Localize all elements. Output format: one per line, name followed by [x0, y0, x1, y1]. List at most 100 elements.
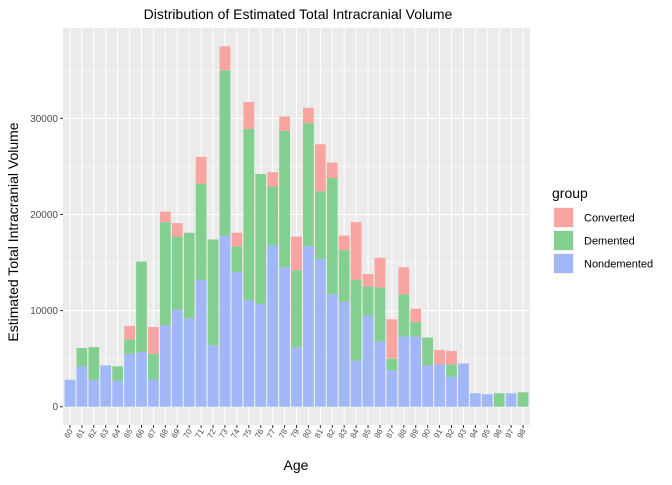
legend-swatch-converted [554, 208, 573, 227]
bar-nondemented-68 [159, 325, 171, 407]
x-tick-label: 70 [182, 427, 195, 440]
x-tick-label: 81 [313, 427, 326, 440]
bar-demented-70 [183, 232, 195, 319]
bar-demented-86 [374, 287, 386, 342]
y-axis-label: Estimated Total Intracranial Volume [5, 122, 21, 341]
x-tick-label: 97 [504, 427, 517, 440]
x-tick-label: 80 [301, 427, 314, 440]
bar-converted-83 [338, 235, 350, 251]
bar-nondemented-87 [386, 370, 398, 407]
bar-nondemented-93 [458, 363, 469, 407]
bar-nondemented-62 [88, 379, 100, 407]
x-tick-label: 83 [337, 427, 350, 440]
bar-demented-81 [314, 191, 326, 259]
bar-demented-89 [410, 322, 422, 337]
legend-title: group [552, 185, 588, 201]
y-tick-label: 10000 [30, 306, 58, 317]
x-tick-label: 69 [170, 427, 183, 440]
bar-demented-90 [422, 337, 434, 366]
x-tick-label: 88 [396, 427, 409, 440]
bar-demented-68 [159, 222, 171, 326]
bar-nondemented-92 [446, 376, 457, 407]
bar-nondemented-69 [171, 309, 183, 407]
bar-converted-73 [219, 46, 231, 71]
x-tick-label: 76 [253, 427, 266, 440]
x-tick-label: 78 [277, 427, 290, 440]
bar-nondemented-91 [434, 364, 445, 407]
bar-converted-71 [195, 156, 207, 184]
bar-nondemented-80 [303, 246, 314, 407]
bar-converted-65 [124, 325, 135, 340]
bar-nondemented-78 [279, 267, 290, 407]
bar-converted-67 [148, 326, 159, 354]
bar-demented-75 [243, 128, 255, 301]
x-tick-label: 74 [229, 427, 242, 440]
x-tick-label: 77 [265, 427, 278, 440]
bar-demented-64 [112, 366, 124, 381]
bar-nondemented-67 [148, 379, 159, 407]
x-tick-label: 90 [420, 427, 433, 440]
bar-converted-89 [410, 308, 422, 323]
bar-demented-77 [267, 186, 279, 246]
x-tick-label: 86 [372, 427, 385, 440]
bar-demented-78 [279, 130, 290, 268]
bar-demented-67 [148, 353, 159, 380]
bar-demented-87 [386, 358, 398, 371]
bar-demented-80 [303, 123, 314, 247]
x-tick-label: 82 [325, 427, 338, 440]
bar-nondemented-66 [136, 351, 147, 407]
x-tick-label: 62 [86, 427, 99, 440]
x-tick-label: 67 [146, 427, 159, 440]
x-tick-label: 93 [456, 427, 469, 440]
x-tick-label: 91 [432, 427, 445, 440]
bar-converted-78 [279, 116, 290, 131]
legend-swatch-demented [554, 231, 573, 250]
bar-converted-80 [303, 107, 314, 124]
bar-nondemented-74 [231, 272, 243, 407]
legend: group Converted Demented Nondemented [552, 185, 653, 274]
bar-nondemented-76 [255, 303, 267, 407]
y-tick-label: 30000 [30, 114, 58, 125]
legend-swatch-nondemented [554, 254, 573, 273]
bar-demented-88 [398, 294, 410, 337]
bar-converted-88 [398, 267, 410, 295]
legend-label-converted: Converted [584, 213, 635, 225]
x-tick-label: 89 [408, 427, 421, 440]
x-tick-label: 65 [122, 427, 135, 440]
bar-nondemented-97 [505, 393, 517, 407]
bar-demented-98 [517, 392, 529, 407]
bar-nondemented-60 [64, 379, 76, 407]
bar-demented-61 [76, 348, 88, 367]
bar-demented-69 [171, 236, 183, 310]
x-tick-label: 60 [62, 427, 75, 440]
bar-demented-92 [446, 364, 457, 377]
x-tick-label: 61 [74, 427, 87, 440]
bar-demented-62 [88, 347, 100, 380]
bar-nondemented-77 [267, 245, 279, 407]
x-tick-label: 72 [206, 427, 219, 440]
bar-nondemented-88 [398, 336, 410, 407]
x-axis-label: Age [284, 457, 309, 473]
bar-nondemented-81 [314, 258, 326, 407]
x-tick-label: 71 [194, 427, 207, 440]
bar-demented-73 [219, 70, 231, 236]
x-tick-label: 75 [241, 427, 254, 440]
bar-nondemented-71 [195, 279, 207, 407]
bar-demented-83 [338, 250, 350, 302]
y-tick-label: 0 [52, 402, 58, 413]
bar-converted-86 [374, 257, 386, 288]
bar-nondemented-94 [469, 393, 481, 407]
bar-converted-69 [171, 223, 183, 237]
y-axis-ticks: 0 10000 20000 30000 [30, 114, 63, 413]
bar-demented-84 [350, 279, 362, 361]
bar-nondemented-64 [112, 380, 124, 407]
bar-nondemented-85 [362, 315, 374, 407]
x-tick-label: 98 [516, 427, 529, 440]
bar-nondemented-63 [100, 365, 112, 407]
chart-title: Distribution of Estimated Total Intracra… [144, 6, 453, 22]
bar-nondemented-90 [422, 365, 434, 407]
x-tick-label: 94 [468, 427, 481, 440]
bar-converted-84 [350, 222, 362, 280]
legend-items: Converted Demented Nondemented [553, 207, 653, 274]
